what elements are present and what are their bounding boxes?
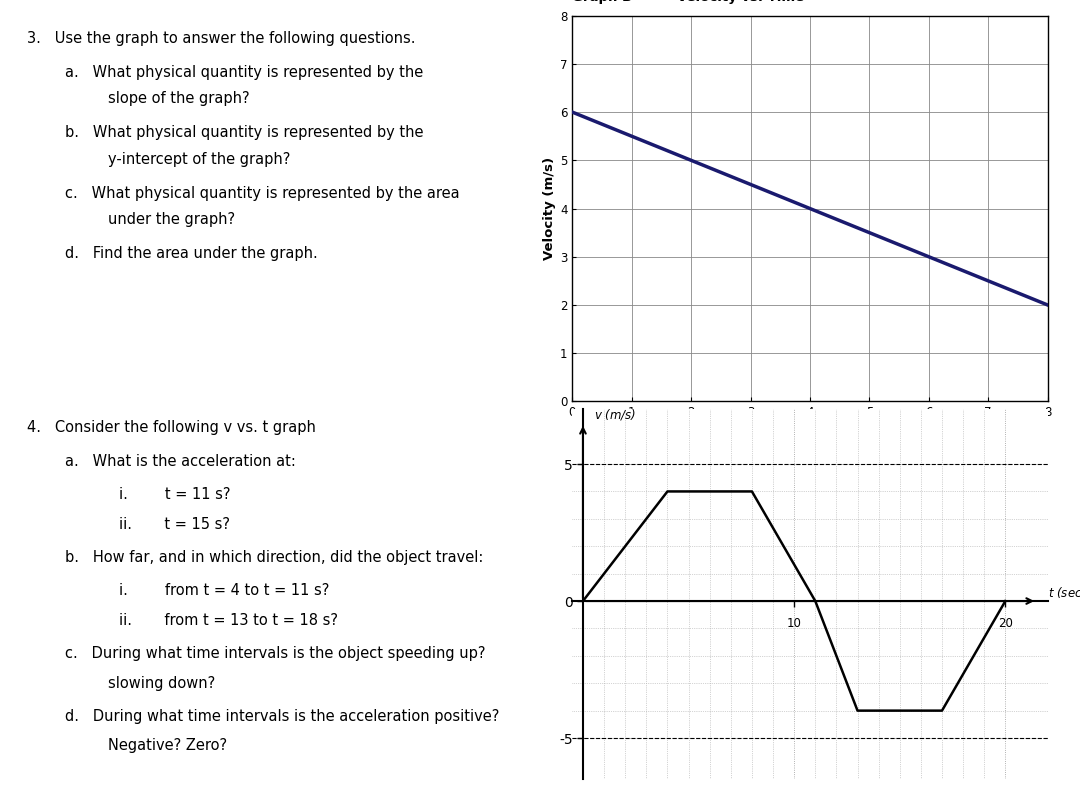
Text: ii.       t = 15 s?: ii. t = 15 s? bbox=[119, 516, 230, 531]
Text: 20: 20 bbox=[998, 618, 1013, 630]
Text: y-intercept of the graph?: y-intercept of the graph? bbox=[108, 152, 291, 167]
Text: 3.   Use the graph to answer the following questions.: 3. Use the graph to answer the following… bbox=[27, 31, 416, 46]
Text: $v$ (m/s): $v$ (m/s) bbox=[594, 407, 636, 422]
Text: slope of the graph?: slope of the graph? bbox=[108, 91, 249, 106]
Text: b.   How far, and in which direction, did the object travel:: b. How far, and in which direction, did … bbox=[65, 550, 483, 565]
Text: 10: 10 bbox=[786, 618, 801, 630]
Text: c.   During what time intervals is the object speeding up?: c. During what time intervals is the obj… bbox=[65, 646, 485, 661]
Text: Negative? Zero?: Negative? Zero? bbox=[108, 738, 227, 753]
Text: d.   Find the area under the graph.: d. Find the area under the graph. bbox=[65, 246, 318, 261]
Text: under the graph?: under the graph? bbox=[108, 212, 235, 227]
Text: c.   What physical quantity is represented by the area: c. What physical quantity is represented… bbox=[65, 186, 459, 201]
Text: i.        from t = 4 to t = 11 s?: i. from t = 4 to t = 11 s? bbox=[119, 583, 329, 598]
Text: a.   What physical quantity is represented by the: a. What physical quantity is represented… bbox=[65, 65, 423, 79]
Text: b.   What physical quantity is represented by the: b. What physical quantity is represented… bbox=[65, 125, 423, 140]
Text: slowing down?: slowing down? bbox=[108, 675, 215, 690]
X-axis label: Time (sec): Time (sec) bbox=[771, 423, 849, 437]
Text: 4.   Consider the following v vs. t graph: 4. Consider the following v vs. t graph bbox=[27, 420, 315, 435]
Text: d.   During what time intervals is the acceleration positive?: d. During what time intervals is the acc… bbox=[65, 709, 499, 724]
Text: ii.       from t = 13 to t = 18 s?: ii. from t = 13 to t = 18 s? bbox=[119, 612, 338, 628]
Text: a.   What is the acceleration at:: a. What is the acceleration at: bbox=[65, 453, 296, 468]
Text: Graph B: Graph B bbox=[572, 0, 633, 4]
Text: i.        t = 11 s?: i. t = 11 s? bbox=[119, 487, 230, 502]
Text: Velocity vs. Time: Velocity vs. Time bbox=[677, 0, 805, 4]
Text: $t$ (sec): $t$ (sec) bbox=[1048, 586, 1080, 600]
Y-axis label: Velocity (m/s): Velocity (m/s) bbox=[543, 157, 556, 260]
